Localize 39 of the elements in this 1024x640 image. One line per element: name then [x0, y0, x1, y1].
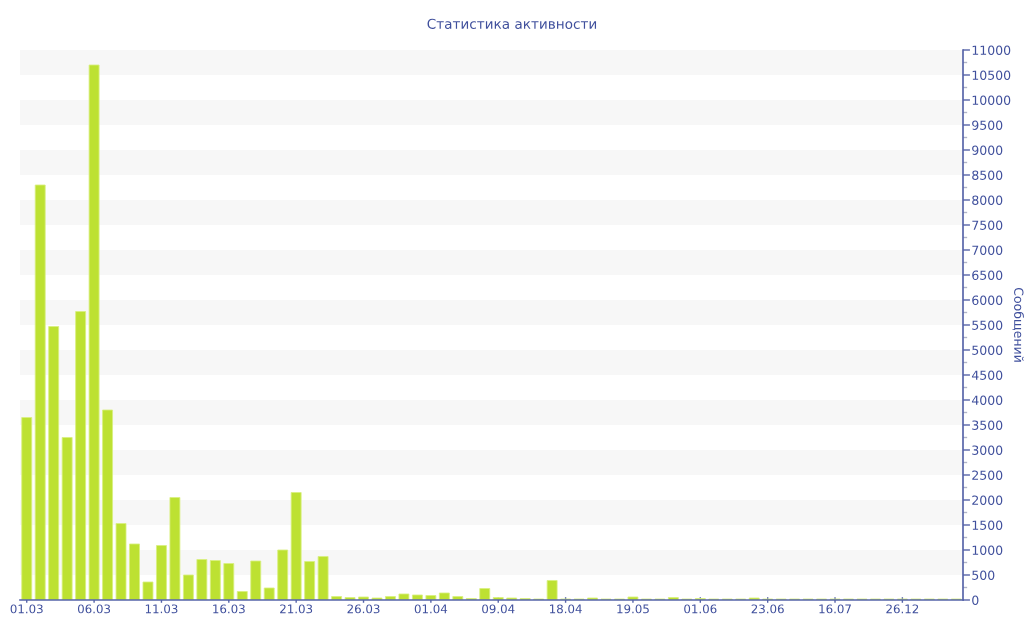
y-tick-label: 6000 [972, 295, 1003, 305]
x-tick-label: 01.04 [414, 604, 448, 614]
y-tick-label: 10000 [972, 95, 1011, 105]
x-tick-label: 26.03 [347, 604, 380, 614]
x-tick-label: 06.03 [77, 604, 111, 614]
x-tick-label: 01.03 [10, 604, 43, 614]
y-tick-label: 3500 [972, 420, 1003, 430]
y-tick-label: 7000 [972, 245, 1003, 255]
x-tick-label: 01.06 [684, 604, 717, 614]
y-tick-label: 10500 [972, 70, 1011, 80]
x-tick-label: 19.05 [617, 604, 649, 614]
y-tick-label: 9500 [972, 120, 1003, 130]
x-tick-label: 21.03 [280, 604, 313, 614]
y-tick-label: 0 [972, 595, 979, 605]
x-tick-label: 23.06 [751, 604, 784, 614]
x-tick-label: 09.04 [482, 604, 515, 614]
y-tick-label: 6500 [972, 270, 1003, 280]
y-tick-label: 2000 [972, 495, 1003, 505]
y-tick-label: 11000 [972, 45, 1011, 55]
y-tick-label: 7500 [972, 220, 1003, 230]
y-tick-label: 8000 [972, 195, 1003, 205]
y-tick-label: 1000 [972, 545, 1003, 555]
y-tick-label: 8500 [972, 170, 1003, 180]
y-tick-label: 4500 [971, 370, 1003, 380]
y-tick-label: 5500 [972, 320, 1003, 330]
y-tick-label: 1500 [972, 520, 1003, 530]
y-tick-label: 500 [972, 570, 995, 580]
x-tick-label: 16.07 [819, 604, 851, 614]
chart-title: Статистика активности [427, 18, 597, 29]
y-tick-label: 3000 [972, 445, 1003, 455]
y-tick-label: 5000 [972, 345, 1003, 355]
y-tick-label: 2500 [972, 470, 1003, 480]
y-axis-title: Сообщений [1012, 287, 1024, 362]
x-tick-label: 18.04 [549, 604, 582, 614]
x-tick-label: 16.03 [213, 604, 245, 614]
y-tick-label: 9000 [972, 145, 1003, 155]
x-tick-label: 11.03 [145, 604, 178, 614]
y-tick-label: 4000 [971, 395, 1003, 405]
x-tick-label: 26.12 [886, 604, 919, 614]
